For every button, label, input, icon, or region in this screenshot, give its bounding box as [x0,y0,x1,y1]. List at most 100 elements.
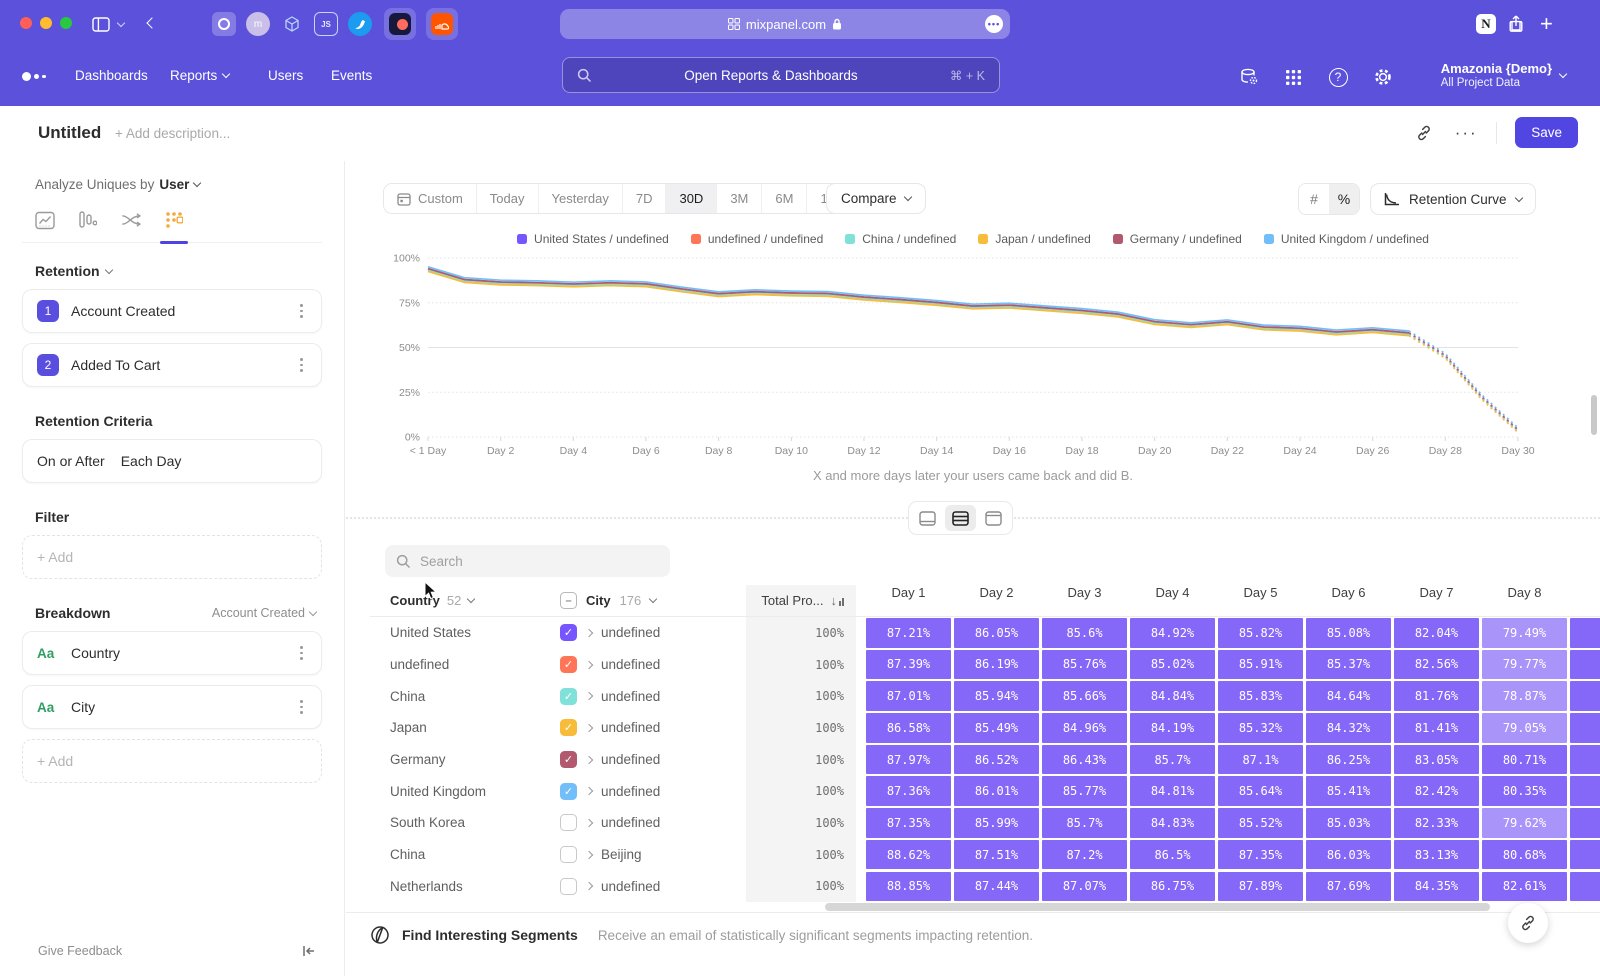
retention-cell[interactable]: 85.41% [1306,776,1391,806]
help-icon[interactable]: ? [1327,66,1349,88]
table-row[interactable]: United Kingdom ✓ undefined 100% 87.36% 86.01%… [370,775,1600,808]
table-only-view-icon[interactable] [978,505,1009,531]
criteria-value[interactable]: Each Day [120,453,182,469]
retention-cell[interactable]: 85.99% [954,808,1039,838]
retention-cell[interactable]: 87.69% [1306,871,1391,901]
retention-cell[interactable]: 87.1% [1218,744,1303,775]
retention-cell[interactable]: 86.03% [1306,839,1391,870]
retention-cell[interactable]: 79.05% [1482,713,1567,743]
retention-cell[interactable]: 86.05% [954,618,1039,648]
zoom-window-button[interactable] [60,17,72,29]
expand-chevron-icon[interactable] [584,691,594,701]
table-row[interactable]: Germany ✓ undefined 100% 87.97% 86.52% 86.43% 8… [370,743,1600,776]
breakdown-property[interactable]: City [71,699,96,715]
breakdown-property[interactable]: Country [71,645,121,661]
breakdown-country[interactable]: Aa Country [22,631,322,675]
retention-cell[interactable]: 83.13% [1394,839,1479,870]
table-row[interactable]: China ✓ undefined 100% 87.01% 85.94% 85.66% 84.… [370,680,1600,713]
mixpanel-logo-icon[interactable] [22,72,46,81]
retention-cell[interactable]: 87.97% [866,744,951,775]
analyze-uniques-row[interactable]: Analyze Uniques by User [35,177,322,192]
step-event-name[interactable]: Added To Cart [71,357,161,373]
retention-cell[interactable]: 82.56% [1394,649,1479,680]
horizontal-scrollbar[interactable] [825,903,1490,911]
kebab-menu-icon[interactable] [296,300,307,321]
legend-item[interactable]: United Kingdom / undefined [1263,232,1429,246]
criteria-condition[interactable]: On or After [37,453,105,469]
m-icon[interactable]: m [246,12,270,36]
add-description-field[interactable]: + Add description... [115,126,231,141]
chart-type-selector[interactable]: Retention Curve [1370,183,1536,215]
city-column-header[interactable]: – City 176 [560,592,746,609]
day-column-header[interactable]: Day 8 [1507,585,1542,600]
retention-cell[interactable]: 84.96% [1042,713,1127,743]
give-feedback-link[interactable]: Give Feedback [38,944,123,958]
retention-cell[interactable]: 87.07% [1042,871,1127,901]
apps-grid-icon[interactable] [1282,66,1304,88]
range-yesterday[interactable]: Yesterday [538,184,623,213]
new-tab-plus-icon[interactable]: + [1540,11,1553,36]
day-column-header[interactable]: Day 2 [979,585,1014,600]
day-column-header[interactable]: Day 6 [1331,585,1366,600]
day-column-header[interactable]: Day 1 [891,585,926,600]
retention-cell[interactable]: 87.44% [954,871,1039,901]
expand-chevron-icon[interactable] [584,818,594,828]
tab-flows[interactable] [121,210,141,230]
retention-cell[interactable]: 86.58% [866,713,951,743]
retention-cell[interactable]: 84.64% [1306,681,1391,711]
global-search-input[interactable]: Open Reports & Dashboards ⌘ + K [562,57,1000,93]
range-custom[interactable]: Custom [384,184,477,213]
row-checkbox[interactable]: ✓ [560,656,577,674]
legend-item[interactable]: China / undefined [845,232,956,246]
retention-cell[interactable]: 85.94% [954,681,1039,711]
total-column-header[interactable]: Total Pro... ↓ [746,585,856,616]
retention-cell[interactable]: 85.7% [1042,808,1127,838]
retention-cell[interactable]: 84.19% [1130,713,1215,743]
retention-cell[interactable]: 81.41% [1394,713,1479,743]
retention-cell[interactable]: 84.32% [1306,713,1391,743]
retention-cell[interactable]: 86.5% [1130,839,1215,870]
retention-step-1[interactable]: 1 Account Created [22,289,322,333]
tab-overview-chevron-icon[interactable] [116,12,126,36]
retention-cell[interactable]: 88.85% [866,871,951,901]
tab-retention[interactable] [160,210,188,244]
expand-chevron-icon[interactable] [584,787,594,796]
retention-cell[interactable]: 85.66% [1042,681,1127,711]
absolute-numbers-toggle[interactable]: # [1299,184,1329,214]
table-row[interactable]: Japan ✓ undefined 100% 86.58% 85.49% 84.96% 84.… [370,712,1600,744]
row-checkbox[interactable]: ✓ [560,751,577,769]
retention-cell[interactable]: 85.77% [1042,776,1127,806]
retention-cell[interactable]: 85.08% [1306,618,1391,648]
save-button[interactable]: Save [1515,117,1578,148]
retention-cell[interactable]: 85.83% [1218,681,1303,711]
retention-cell[interactable]: 80.35% [1482,776,1567,806]
retention-cell[interactable]: 81.76% [1394,681,1479,711]
retention-cell[interactable]: 83.05% [1394,744,1479,775]
percent-toggle[interactable]: % [1329,184,1359,214]
kebab-menu-icon[interactable] [296,696,307,717]
retention-cell[interactable]: 84.81% [1130,776,1215,806]
address-bar[interactable]: mixpanel.com ••• [560,9,1010,39]
table-row[interactable]: Netherlands undefined 100% 88.85% 87.44% 87.0… [370,870,1600,903]
table-row[interactable]: undefined ✓ undefined 100% 87.39% 86.19% 85.76… [370,648,1600,681]
retention-cell[interactable]: 85.64% [1218,776,1303,806]
retention-cell[interactable]: 84.35% [1394,871,1479,901]
retention-cell[interactable]: 78.87% [1482,681,1567,711]
vertical-scrollbar[interactable] [1591,395,1597,435]
expand-chevron-icon[interactable] [584,723,594,733]
retention-cell[interactable]: 79.49% [1482,618,1567,648]
settings-gear-icon[interactable] [1372,66,1394,88]
project-switcher[interactable]: Amazonia {Demo} All Project Data [1441,61,1568,89]
retention-cell[interactable]: 84.84% [1130,681,1215,711]
more-options-icon[interactable]: ··· [1454,122,1478,142]
collapse-sidebar-icon[interactable] [302,944,316,958]
retention-cell[interactable]: 85.91% [1218,649,1303,680]
retention-cell[interactable]: 85.76% [1042,649,1127,680]
minimize-window-button[interactable] [40,17,52,29]
kebab-menu-icon[interactable] [296,354,307,375]
table-search-input[interactable]: Search [385,545,670,577]
retention-cell[interactable]: 86.19% [954,649,1039,680]
analyze-value[interactable]: User [159,177,190,192]
row-checkbox[interactable]: ✓ [560,719,577,737]
js-icon[interactable]: JS [314,12,338,36]
